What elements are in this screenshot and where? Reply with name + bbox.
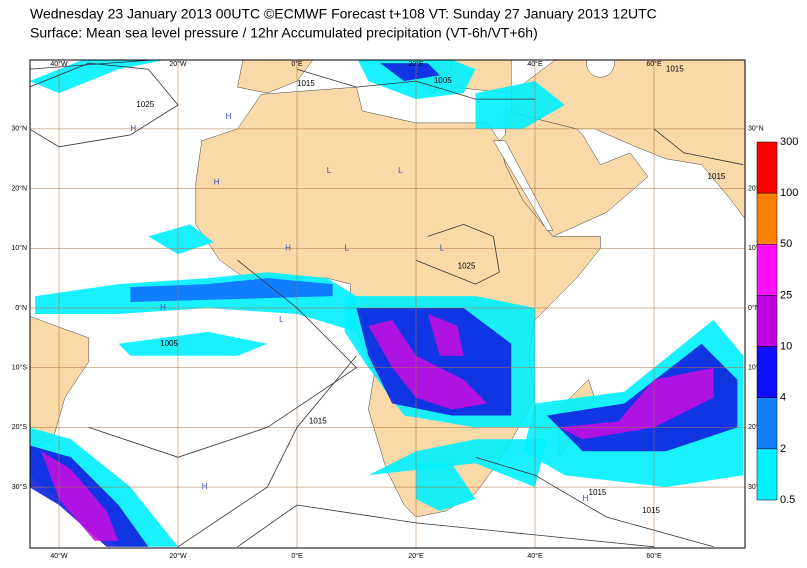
pressure-center: L [345, 243, 350, 252]
lat-label-left: 20°N [11, 184, 27, 192]
land [237, 60, 314, 94]
lon-label-bottom: 40°E [527, 552, 543, 560]
isobar-label: 1015 [708, 172, 726, 181]
isobar-label: 1015 [589, 488, 607, 497]
lon-label-top: 20°E [408, 60, 424, 68]
pressure-center: H [583, 494, 589, 503]
lon-label-bottom: 0°E [291, 552, 303, 560]
precipitation-area [558, 367, 714, 440]
pressure-center: L [279, 315, 284, 324]
isobar [177, 355, 357, 548]
lat-label-right: 30°N [748, 125, 764, 133]
isobar [237, 504, 655, 548]
pressure-center: L [398, 166, 403, 175]
precipitation-area [118, 331, 268, 356]
lat-label-left: 30°S [12, 483, 28, 491]
lon-label-bottom: 60°E [646, 552, 662, 560]
precipitation-area [41, 451, 119, 541]
isobar-label: 1015 [666, 64, 684, 73]
lon-label-bottom: 40°W [50, 552, 68, 560]
precipitation-area [380, 63, 440, 82]
lat-label-right: 30°S [748, 483, 764, 491]
pressure-center: H [285, 243, 291, 252]
lon-label-top: 0°E [291, 60, 303, 68]
caspian-sea [586, 60, 615, 78]
lat-label-left: 0°N [15, 304, 27, 312]
lon-label-top: 60°E [646, 60, 662, 68]
isobar [30, 62, 179, 148]
lon-label-top: 40°E [527, 60, 543, 68]
isobar-label: 1015 [297, 79, 315, 88]
colorbar-label: 300 [780, 136, 798, 148]
isobar-label: 1025 [458, 261, 476, 270]
lat-label-left: 10°S [12, 364, 28, 372]
colorbar-label: 25 [780, 289, 792, 301]
isobar-label: 1015 [309, 417, 327, 426]
colorbar-label: 50 [780, 238, 792, 250]
lat-label-left: 30°N [11, 125, 27, 133]
colorbar-swatch [756, 244, 778, 296]
colorbar-swatch [756, 397, 778, 450]
title-line-1: Wednesday 23 January 2013 00UTC ©ECMWF F… [30, 6, 657, 22]
colorbar-label: 10 [780, 340, 792, 352]
pressure-center: L [327, 166, 332, 175]
lat-label-left: 10°N [11, 244, 27, 252]
precipitation-area [35, 272, 357, 332]
colorbar-swatch [756, 192, 778, 245]
lon-label-top: 20°W [169, 60, 187, 68]
precipitation-area [475, 81, 565, 129]
persian-gulf [582, 128, 631, 153]
pressure-center: H [202, 482, 208, 491]
colorbar-swatch [756, 448, 778, 501]
lat-label-right: 20°N [748, 184, 764, 192]
precipitation-area [148, 224, 214, 255]
lat-label-right: 10°N [748, 244, 764, 252]
lon-label-bottom: 20°W [169, 552, 187, 560]
map-frame [29, 59, 746, 549]
colorbar-swatch [756, 346, 778, 398]
title-line-2: Surface: Mean sea level pressure / 12hr … [30, 25, 538, 41]
precipitation-area [357, 60, 476, 100]
isobar [296, 68, 535, 100]
lon-label-top: 40°W [50, 60, 68, 68]
lat-label-right: 0°N [748, 304, 760, 312]
colorbar-swatch [756, 141, 778, 194]
pressure-center: L [440, 243, 445, 252]
pressure-center: H [130, 124, 136, 133]
colorbar-label: 0.5 [780, 494, 795, 506]
land [30, 316, 90, 449]
isobar [88, 259, 358, 458]
precipitation-area [427, 314, 464, 356]
isobar-label: 1025 [136, 100, 154, 109]
isobar [475, 456, 714, 548]
isobar [415, 223, 500, 285]
isobar [30, 60, 149, 70]
isobar [653, 128, 744, 166]
precipitation-area [368, 319, 488, 410]
isobar-label: 1015 [642, 506, 660, 515]
lat-label-right: 20°S [748, 423, 764, 431]
isobar-label: 1005 [434, 76, 452, 85]
red-sea [492, 140, 554, 231]
precipitation-area [30, 60, 165, 94]
colorbar-swatch [756, 295, 778, 347]
pressure-center: H [160, 303, 166, 312]
map: 1025 1015 1005 1025 1015 1015 1005 1015 1015 1015… [30, 60, 745, 548]
lat-label-right: 10°S [748, 364, 764, 372]
lon-label-bottom: 20°E [408, 552, 424, 560]
colorbar-label: 4 [780, 392, 786, 404]
pressure-center: H [214, 178, 220, 187]
precipitation-area [368, 439, 547, 488]
lat-label-left: 20°S [12, 423, 28, 431]
colorbar-label: 2 [780, 443, 786, 455]
pressure-center: H [226, 112, 232, 121]
colorbar-label: 100 [780, 187, 798, 199]
isobar-label: 1005 [160, 339, 178, 348]
